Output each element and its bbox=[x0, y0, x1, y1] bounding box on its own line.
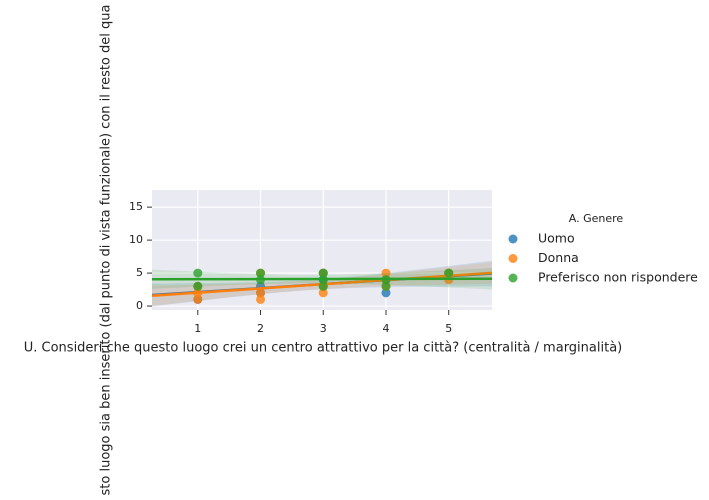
x-tick-label: 1 bbox=[194, 322, 201, 335]
point bbox=[256, 268, 266, 278]
x-tick-label: 5 bbox=[445, 322, 452, 335]
legend-label: Preferisco non rispondere bbox=[538, 270, 698, 285]
legend-marker bbox=[508, 234, 518, 244]
point bbox=[381, 268, 391, 278]
point bbox=[256, 288, 266, 298]
point bbox=[256, 294, 266, 304]
point bbox=[318, 268, 328, 278]
plot-layer bbox=[152, 260, 492, 307]
legend-title: A. Genere bbox=[569, 212, 624, 225]
point bbox=[381, 288, 391, 298]
point bbox=[318, 281, 328, 291]
x-axis-label: U. Consideri che questo luogo crei un ce… bbox=[24, 341, 622, 356]
y-tick-label: 5 bbox=[136, 266, 143, 279]
point bbox=[193, 268, 203, 278]
y-tick-label: 15 bbox=[129, 200, 143, 213]
point bbox=[444, 268, 454, 278]
point bbox=[318, 288, 328, 298]
y-tick-label: 0 bbox=[136, 299, 143, 312]
x-tick-label: 3 bbox=[320, 322, 327, 335]
x-tick-label: 2 bbox=[257, 322, 264, 335]
point bbox=[381, 281, 391, 291]
legend-marker bbox=[508, 273, 518, 283]
legend-marker bbox=[508, 254, 518, 263]
legend-label: Uomo bbox=[538, 231, 575, 246]
point bbox=[193, 294, 203, 304]
y-tick-label: 10 bbox=[129, 233, 143, 246]
y-axis-label: sto luogo sia ben inserito (dal punto di… bbox=[99, 5, 114, 496]
point bbox=[193, 281, 203, 291]
x-tick-label: 4 bbox=[382, 322, 389, 335]
legend-label: Donna bbox=[538, 250, 579, 265]
